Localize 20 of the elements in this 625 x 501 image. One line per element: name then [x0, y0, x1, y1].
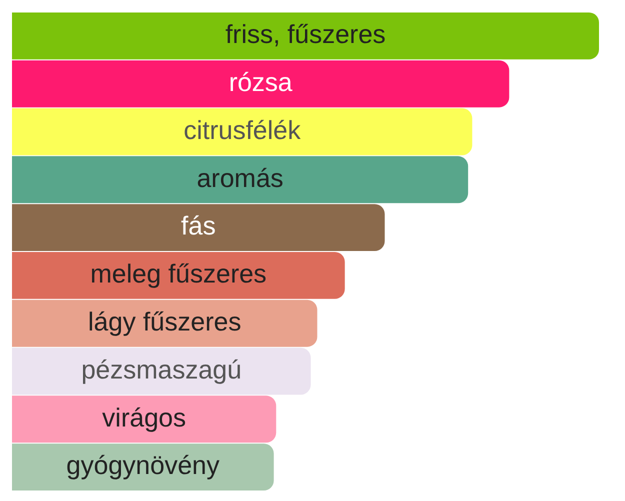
bar: [12, 396, 276, 443]
y-tick-label: gyógynövény: [66, 450, 220, 480]
y-tick-label: rózsa: [228, 67, 293, 98]
y-tick-label: virágos: [102, 402, 186, 432]
bar: [12, 300, 318, 347]
bar: [12, 444, 274, 491]
bar: [12, 60, 510, 108]
bar: [12, 204, 385, 252]
y-tick-label: fás: [181, 210, 216, 241]
bar: [12, 252, 345, 299]
bar: [12, 348, 311, 395]
y-tick-label: aromás: [196, 162, 284, 193]
y-tick-label: lágy fűszeres: [88, 306, 242, 337]
bar: [12, 156, 468, 204]
y-tick-label: friss, fűszeres: [225, 19, 386, 50]
y-tick-label: meleg fűszeres: [90, 258, 267, 289]
y-tick-label: citrusfélék: [184, 114, 302, 145]
bar: [12, 12, 599, 60]
y-tick-label: pézsmaszagú: [81, 354, 242, 384]
bar: [12, 108, 472, 156]
